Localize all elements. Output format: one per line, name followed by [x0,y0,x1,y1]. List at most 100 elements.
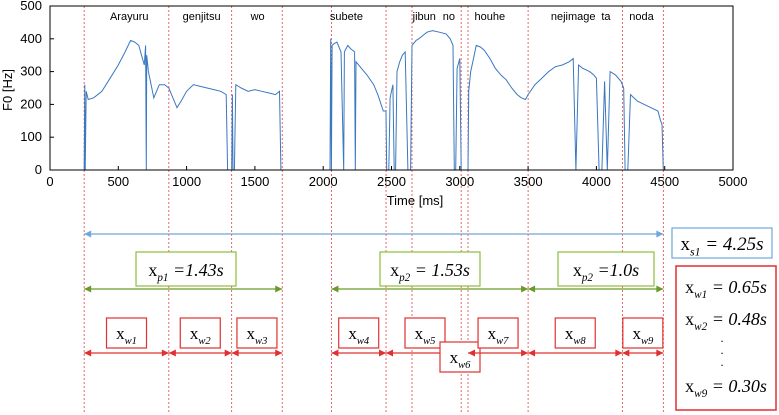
word-duration-label-subscript: w6 [458,360,471,371]
phrase-duration-label-subscript: p2 [398,272,411,284]
plot-area: Arayuru genjitsu wo subete jibun no houhe nejim… [50,6,733,412]
word-duration-arrow-head-right [224,349,232,357]
word-duration-label-subscript: w7 [496,336,509,347]
summary-row-var: x [685,376,694,396]
x-tick-label: 1000 [172,174,201,189]
word-duration-arrow [622,349,664,357]
word-duration-label-var: x [565,324,574,343]
phrase-duration-label-var: x [390,260,399,280]
phrase-duration-arrow-head-left [331,285,339,293]
x-tick-label: 4500 [650,174,679,189]
word-duration-label-subscript: w3 [255,336,267,347]
y-tick-label: 300 [20,64,42,79]
phrase-duration-arrow-head-left [84,285,92,293]
summary-row-value: = 0.48s [707,309,767,329]
phrase-duration-label-var: x [573,260,582,280]
phrase-duration-label: xp2 =1.0s [573,260,639,284]
word-duration-label: xw2 [190,324,212,347]
word-label: wo [250,11,265,23]
word-label-box [105,317,148,349]
sentence-duration-label-var: x [681,234,691,255]
word-label-box [554,317,596,349]
summary-row-subscript: w2 [694,321,707,333]
phrase-duration-arrow-head-right [656,285,664,293]
sentence-duration-arrow [84,230,664,238]
phrase-duration-arrow-head-left [528,285,536,293]
summary-row-subscript: w9 [694,388,707,400]
word-duration-label-var: x [116,324,125,343]
summary-ellipsis: . [720,331,723,345]
sentence-label-box [671,227,773,259]
summary-row: xw9 = 0.30s [685,376,767,400]
x-tick-label: 500 [107,174,129,189]
x-tick-label: 0 [46,174,53,189]
word-duration-arrow-head-left [386,349,394,357]
y-axis-title: F0 [Hz] [0,69,15,111]
word-duration-label: xw6 [450,348,472,371]
phrase-label-box [135,251,237,287]
summary-ellipsis: . [720,355,723,369]
word-duration-arrow [84,349,169,357]
word-duration-arrow-head-left [331,349,339,357]
word-duration-arrow-head-left [622,349,630,357]
word-label: no [443,11,455,23]
summary-row-value: = 0.65s [707,277,767,297]
word-label-box [236,317,278,349]
word-label-box [477,317,519,349]
word-duration-arrow-head-right [615,349,623,357]
phrase-duration-label: xp1 =1.43s [148,260,223,284]
phrase-label-box [557,251,655,287]
summary-row-var: x [685,309,694,329]
x-tick-label: 4000 [582,174,611,189]
word-duration-label: xw5 [415,324,436,347]
y-tick-label: 400 [20,31,42,46]
summary-row: xw2 = 0.48s [685,309,767,333]
phrase-duration-arrow [528,285,664,293]
word-duration-label-subscript: w1 [125,336,137,347]
word-duration-label-subscript: w9 [641,336,654,347]
x-axis-title: Time [ms] [387,193,444,208]
sentence-duration-arrow-head-left [84,230,92,238]
word-duration-label-var: x [450,348,459,367]
y-tick-label: 200 [20,96,42,111]
word-duration-label-var: x [190,324,199,343]
x-tick-label: 3500 [514,174,543,189]
sentence-duration-label-value: = 4.25s [701,234,764,255]
phrase-duration-label: xp2 = 1.53s [390,260,470,284]
y-tick-label: 500 [20,0,42,13]
word-duration-label: xw7 [488,324,510,347]
phrase-duration-arrow-head-right [275,285,283,293]
phrase-duration-label-var: x [148,260,157,280]
word-duration-arrow-head-left [168,349,176,357]
phrase-duration-label-value: =1.0s [593,260,639,280]
word-summary-box [675,265,777,411]
word-label-box [404,317,446,349]
axes: 0 500 1000 1500 2000 2500 3000 3500 4000 4500 5000… [0,0,747,208]
phrase-label-box [379,251,481,287]
word-label: houhe [475,11,506,23]
word-duration-arrow-head-right [275,349,283,357]
word-duration-label-subscript: w8 [573,336,586,347]
word-duration-label-var: x [348,324,357,343]
word-duration-label-subscript: w5 [423,336,435,347]
phrase-duration-label-subscript: p2 [581,272,594,284]
word-duration-label-var: x [488,324,497,343]
word-duration-arrow-head-left [528,349,536,357]
phrase-duration-arrow-head-right [521,285,529,293]
x-tick-label: 3000 [445,174,474,189]
summary-row-value: = 0.30s [707,376,767,396]
phrase-duration-label-subscript: p1 [156,272,168,284]
word-label: jibun [412,11,436,23]
f0-series-line [50,30,733,171]
summary-row: xw1 = 0.65s [685,277,767,301]
word-duration-arrow-head-left [231,349,239,357]
word-duration-label: xw1 [116,324,137,347]
word-label: Arayuru [110,11,149,23]
word-label: noda [629,11,654,23]
y-tick-label: 0 [35,162,42,177]
word-duration-arrow-head-right [379,349,387,357]
summary-ellipsis: . [720,343,723,357]
x-tick-label: 2500 [377,174,406,189]
word-label: nejimage [551,11,596,23]
word-duration-arrow [168,349,232,357]
